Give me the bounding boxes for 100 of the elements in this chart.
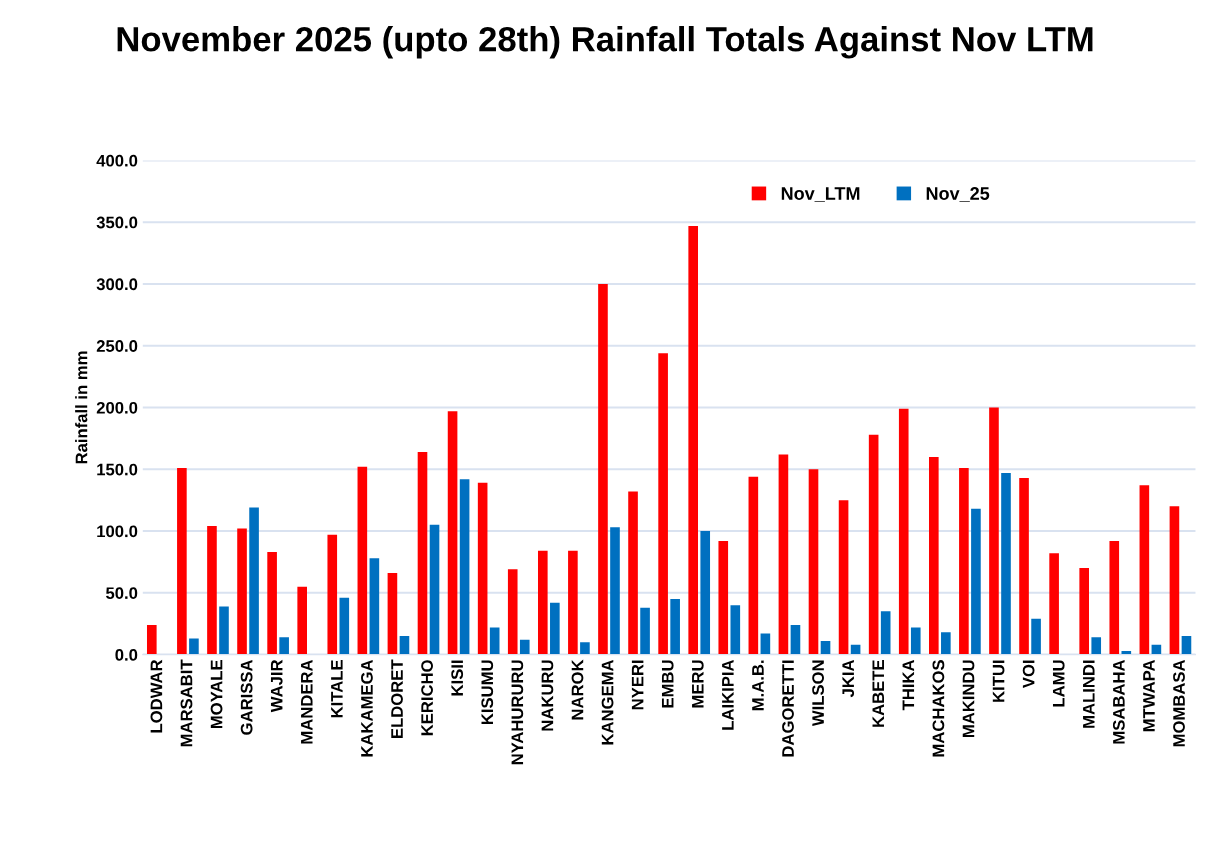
x-tick-label: MAKINDU <box>962 660 975 738</box>
bar <box>1019 477 1029 655</box>
x-tick-label: MTWAPA <box>1143 659 1155 732</box>
bar <box>459 479 470 655</box>
bar <box>628 491 638 655</box>
x-tick-label: KISUMU <box>481 660 494 725</box>
bar <box>550 602 560 655</box>
bar <box>507 569 518 655</box>
x-tick-label: M.A.B. <box>752 660 764 711</box>
bar <box>477 482 488 655</box>
bar <box>399 636 410 655</box>
bar <box>387 573 398 655</box>
bar <box>971 508 981 655</box>
bar <box>189 638 199 655</box>
x-tick-label: WAJIR <box>270 659 283 713</box>
bar <box>1169 506 1180 655</box>
x-tick-label: MANDERA <box>301 659 313 744</box>
bar <box>447 411 458 655</box>
bar <box>929 456 939 655</box>
bar <box>237 528 247 655</box>
bar <box>1031 618 1041 655</box>
bar <box>357 466 368 655</box>
bar <box>688 225 698 655</box>
x-tick-label: KITUI <box>992 660 1005 702</box>
y-tick-label: 250.0 <box>96 340 138 352</box>
bar <box>519 639 530 655</box>
legend-label: Nov_25 <box>926 187 990 202</box>
bar <box>279 637 289 655</box>
y-tick-label: 0.0 <box>115 648 138 661</box>
x-tick-label: VOI <box>1022 660 1035 689</box>
bar <box>838 500 849 655</box>
x-tick-label: ELDORET <box>391 659 403 738</box>
y-tick-label: 300.0 <box>96 278 138 291</box>
bar <box>640 607 650 655</box>
bar <box>568 550 578 655</box>
bar <box>417 451 428 655</box>
x-tick-label: WILSON <box>812 660 824 727</box>
bar <box>1079 568 1090 655</box>
bar <box>177 468 187 655</box>
bar <box>429 524 440 655</box>
x-tick-label: JKIA <box>842 659 855 698</box>
bar <box>249 507 259 655</box>
bar <box>598 283 608 655</box>
bar <box>610 527 620 655</box>
bar <box>1001 472 1011 655</box>
bar <box>339 597 350 655</box>
bar <box>369 558 380 655</box>
bar <box>327 534 338 655</box>
bar <box>898 408 909 655</box>
x-tick-label: NYERI <box>631 660 644 710</box>
x-tick-label: MACHAKOS <box>932 660 945 757</box>
y-axis-title: Rainfall in mm <box>75 351 88 464</box>
bar <box>868 434 879 655</box>
bar <box>580 642 590 655</box>
x-tick-label: GARISSA <box>240 659 253 735</box>
y-tick-label: 200.0 <box>96 401 138 414</box>
legend-label: Nov_LTM <box>781 187 860 202</box>
x-tick-label: KAKAMEGA <box>361 659 373 757</box>
y-tick-label: 50.0 <box>106 587 138 600</box>
x-tick-label: MARSABIT <box>180 659 193 747</box>
bar <box>1181 636 1192 655</box>
bar <box>219 606 229 655</box>
bar <box>297 586 307 655</box>
bar <box>959 468 969 655</box>
bar <box>808 469 819 655</box>
x-tick-label: MOMBASA <box>1173 659 1185 747</box>
bar <box>670 598 680 655</box>
bar <box>267 552 277 655</box>
y-tick-label: 100.0 <box>97 525 138 538</box>
y-tick-label: 400.0 <box>96 154 138 167</box>
x-tick-label: THIKA <box>902 659 915 711</box>
bar <box>718 540 729 655</box>
bar <box>989 407 999 655</box>
x-tick-label: MSABAHA <box>1112 659 1125 744</box>
x-tick-label: KANGEMA <box>601 659 614 745</box>
bar <box>207 526 217 655</box>
y-tick-label: 350.0 <box>96 216 138 229</box>
bar <box>910 627 921 655</box>
x-tick-label: NYAHURURU <box>511 660 524 765</box>
bar <box>1139 485 1150 655</box>
x-tick-label: KABETE <box>872 660 884 727</box>
x-tick-label: KITALE <box>331 660 343 718</box>
bar <box>1091 637 1102 655</box>
bar <box>730 605 741 655</box>
x-tick-label: KERICHO <box>421 660 433 736</box>
chart-title: November 2025 (upto 28th) Rainfall Totals Against Nov LTM <box>117 26 1093 59</box>
bar <box>489 627 500 655</box>
x-tick-label: NAROK <box>571 659 584 720</box>
x-tick-label: MERU <box>692 660 704 708</box>
bar <box>146 624 157 655</box>
bar <box>880 611 891 655</box>
x-tick-label: KISII <box>451 660 464 696</box>
x-tick-label: LODWAR <box>150 659 163 733</box>
x-tick-label: LAMU <box>1052 660 1065 707</box>
x-tick-label: NAKURU <box>541 660 554 731</box>
x-tick-label: MOYALE <box>210 660 223 729</box>
bar <box>658 353 668 655</box>
bar <box>778 454 789 655</box>
bar <box>748 476 759 655</box>
y-tick-label: 150.0 <box>97 463 138 476</box>
